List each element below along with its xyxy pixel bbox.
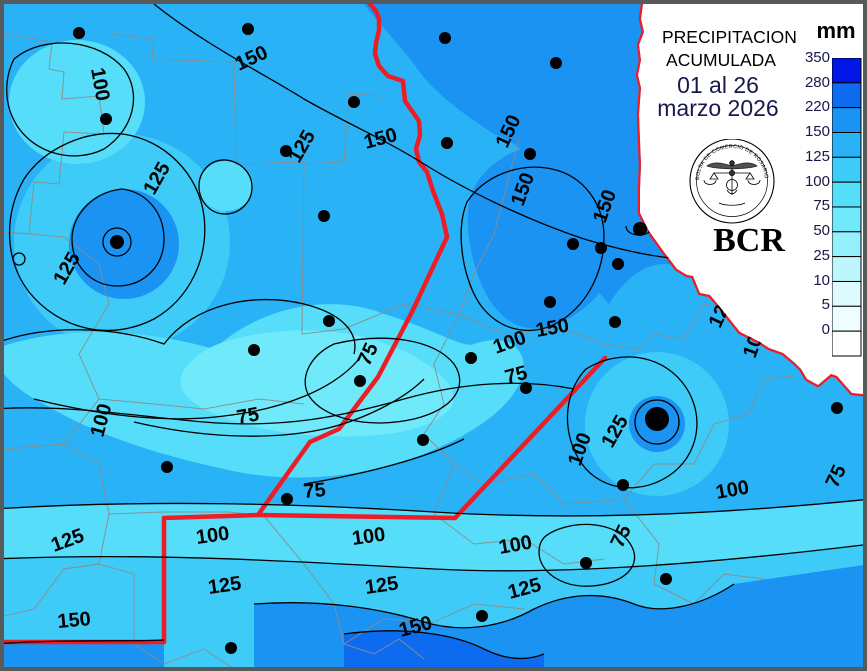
svg-text:100: 100 <box>195 523 231 549</box>
svg-text:125: 125 <box>364 573 400 599</box>
svg-text:125: 125 <box>207 573 243 599</box>
svg-text:150: 150 <box>57 608 92 633</box>
svg-text:75: 75 <box>235 403 261 429</box>
svg-text:75: 75 <box>303 479 327 503</box>
svg-text:100: 100 <box>351 524 387 550</box>
